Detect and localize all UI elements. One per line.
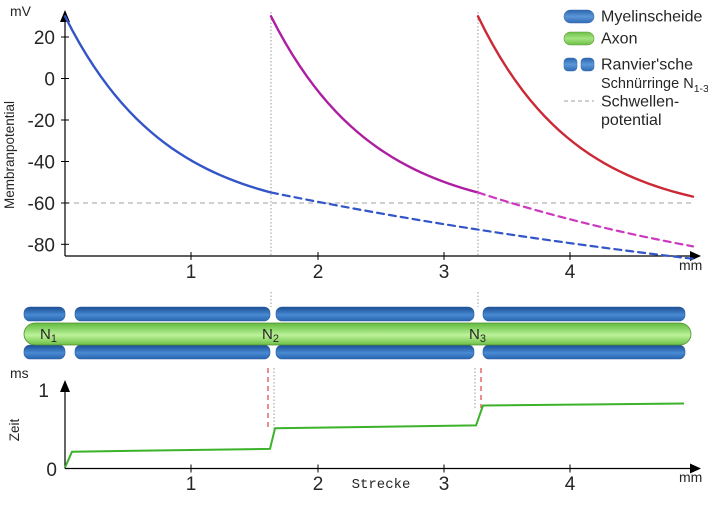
svg-text:Schnürringe N1-3: Schnürringe N1-3 [601,76,708,95]
svg-text:4: 4 [565,262,576,283]
svg-text:1: 1 [186,474,197,495]
svg-text:-80: -80 [28,235,55,256]
svg-text:Zeit: Zeit [7,419,22,442]
svg-text:ms: ms [10,365,29,381]
svg-text:mm: mm [679,469,702,485]
svg-text:3: 3 [439,262,450,283]
svg-text:1: 1 [186,262,197,283]
svg-text:20: 20 [34,28,55,49]
svg-text:potential: potential [601,112,662,129]
svg-text:Schwellen-: Schwellen- [601,94,679,111]
svg-text:Strecke: Strecke [352,477,411,493]
svg-text:0: 0 [44,70,55,91]
svg-text:mV: mV [10,3,32,19]
svg-text:2: 2 [313,262,324,283]
svg-text:3: 3 [439,474,450,495]
svg-text:-60: -60 [28,194,55,215]
svg-text:Axon: Axon [601,31,637,48]
svg-text:-20: -20 [28,111,55,132]
svg-text:0: 0 [46,460,57,481]
svg-text:1: 1 [38,381,49,402]
svg-text:Membranpotential: Membranpotential [2,101,17,209]
svg-text:Myelinscheide: Myelinscheide [601,9,702,26]
svg-text:4: 4 [565,474,576,495]
svg-text:-40: -40 [28,153,55,174]
svg-text:Ranvier'sche: Ranvier'sche [601,57,693,74]
svg-text:2: 2 [313,474,324,495]
